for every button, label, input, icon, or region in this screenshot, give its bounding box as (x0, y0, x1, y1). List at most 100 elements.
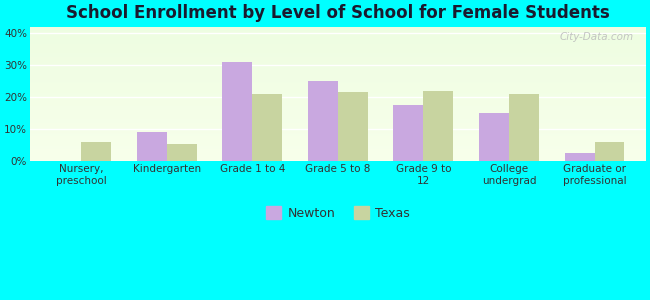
Bar (30, 148, 646, 149)
Bar (30, 140, 646, 141)
Bar (30, 121, 646, 122)
Bar (30, 128, 646, 129)
Bar (30, 103, 646, 105)
Bar (30, 156, 646, 157)
Bar (30, 67, 646, 68)
Bar (222, 62, 252, 161)
Bar (252, 94, 282, 161)
Bar (30, 88, 646, 90)
Bar (30, 60, 646, 62)
Bar (30, 149, 646, 150)
Bar (30, 146, 646, 148)
Bar (30, 50, 646, 51)
Bar (308, 81, 338, 161)
Bar (30, 90, 646, 91)
Bar (30, 130, 646, 132)
Bar (30, 66, 646, 67)
Bar (30, 142, 646, 144)
Bar (30, 26, 646, 28)
Bar (30, 83, 646, 84)
Bar (393, 105, 423, 161)
Bar (30, 157, 646, 158)
Bar (30, 138, 646, 140)
Bar (30, 141, 646, 142)
Bar (30, 48, 646, 50)
Bar (30, 126, 646, 128)
Bar (30, 107, 646, 109)
Bar (30, 82, 646, 83)
Bar (30, 37, 646, 39)
Bar (30, 98, 646, 99)
Bar (30, 64, 646, 66)
Bar (30, 113, 646, 114)
Bar (30, 68, 646, 70)
Bar (30, 70, 646, 71)
Bar (509, 94, 539, 161)
Bar (30, 152, 646, 153)
Bar (30, 51, 646, 52)
Bar (30, 28, 646, 29)
Bar (30, 153, 646, 154)
Bar (30, 79, 646, 80)
Bar (30, 105, 646, 106)
Bar (30, 125, 646, 126)
Bar (30, 31, 646, 32)
Bar (81, 142, 111, 161)
Bar (30, 133, 646, 134)
Bar (30, 114, 646, 116)
Bar (30, 100, 646, 102)
Bar (30, 150, 646, 152)
Bar (30, 76, 646, 78)
Bar (30, 94, 646, 95)
Bar (30, 74, 646, 75)
Bar (30, 137, 646, 138)
Bar (30, 33, 646, 34)
Bar (30, 122, 646, 124)
Bar (167, 144, 197, 161)
Bar (30, 34, 646, 36)
Bar (30, 63, 646, 64)
Bar (30, 124, 646, 125)
Bar (30, 80, 646, 82)
Bar (30, 136, 646, 137)
Bar (30, 43, 646, 44)
Bar (30, 55, 646, 56)
Title: School Enrollment by Level of School for Female Students: School Enrollment by Level of School for… (66, 4, 610, 22)
Bar (30, 145, 646, 146)
Bar (30, 53, 646, 55)
Bar (30, 47, 646, 48)
Bar (30, 58, 646, 59)
Bar (30, 52, 646, 53)
Bar (30, 84, 646, 86)
Bar (30, 118, 646, 119)
Bar (30, 75, 646, 76)
Bar (30, 97, 646, 98)
Bar (30, 95, 646, 97)
Bar (30, 78, 646, 79)
Bar (30, 92, 646, 94)
Bar (338, 92, 368, 161)
Bar (30, 129, 646, 130)
Bar (30, 86, 646, 87)
Bar (30, 40, 646, 41)
Bar (137, 132, 167, 161)
Bar (30, 29, 646, 31)
Bar (30, 158, 646, 160)
Bar (30, 36, 646, 37)
Bar (30, 109, 646, 110)
Bar (30, 87, 646, 88)
Bar (30, 144, 646, 145)
Bar (30, 154, 646, 156)
Bar (30, 117, 646, 118)
Bar (30, 160, 646, 161)
Bar (30, 61, 646, 63)
Bar (30, 72, 646, 74)
Bar (30, 116, 646, 117)
Bar (30, 99, 646, 101)
Bar (30, 111, 646, 113)
Bar (30, 71, 646, 72)
Bar (30, 41, 646, 43)
Bar (479, 113, 509, 161)
Bar (30, 110, 646, 111)
Bar (30, 39, 646, 40)
